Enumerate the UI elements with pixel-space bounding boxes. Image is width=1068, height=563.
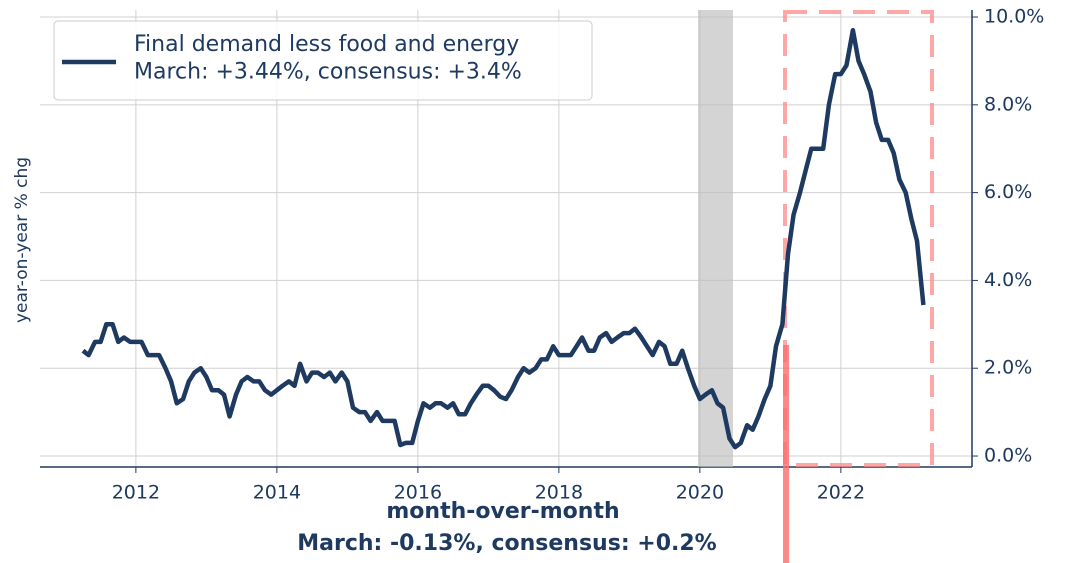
- x-tick-label: 2020: [676, 482, 724, 504]
- annotation: March: -0.13%, consensus: +0.2%: [297, 531, 716, 556]
- y-tick-label: 6.0%: [984, 181, 1032, 203]
- recession-shade: [698, 10, 733, 467]
- y-tick-label: 4.0%: [984, 269, 1032, 291]
- y-axis-label: year-on-year % chg: [12, 157, 32, 323]
- highlight-bar: [783, 345, 789, 563]
- legend-box: [53, 20, 593, 101]
- x-tick-label: 2012: [112, 482, 160, 504]
- legend-label: Final demand less food and energy March: …: [134, 32, 522, 85]
- line-series: [81, 27, 926, 450]
- y-tick-label: 10.0%: [984, 6, 1044, 28]
- legend: Final demand less food and energy March: …: [53, 20, 593, 101]
- x-tick-label: 2018: [535, 482, 583, 504]
- y-tick-label: 2.0%: [984, 357, 1032, 379]
- x-tick-label: 2022: [817, 482, 865, 504]
- x-tick-label: 2014: [253, 482, 301, 504]
- highlight-box: [783, 10, 934, 467]
- y-tick-label: 0.0%: [984, 445, 1032, 467]
- annotation: month-over-month: [386, 499, 619, 524]
- y-tick-label: 8.0%: [984, 93, 1032, 115]
- x-tick-label: 2016: [394, 482, 442, 504]
